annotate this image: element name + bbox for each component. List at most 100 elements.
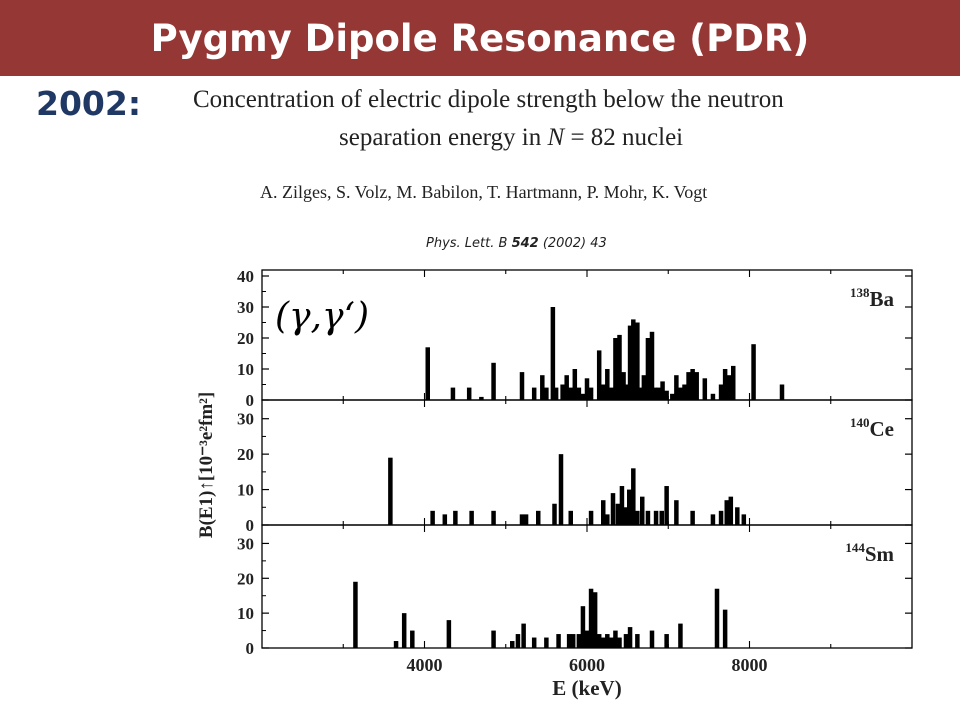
- bar-ce: [627, 489, 632, 525]
- nucleus-label-sm: 144Sm: [845, 540, 894, 566]
- y-tick-label: 10: [237, 481, 254, 500]
- nucleus-mass: 138: [850, 285, 870, 300]
- bar-ce: [724, 500, 729, 525]
- citation-volume: 542: [511, 236, 539, 251]
- y-axis-label: B(E1)↑[10⁻³e²fm²]: [196, 392, 217, 538]
- bar-sm: [566, 634, 572, 648]
- paper-title-line1: Concentration of electric dipole strengt…: [193, 86, 784, 113]
- bar-ba: [584, 378, 590, 400]
- bar-sm: [623, 634, 629, 648]
- bar-ba: [649, 331, 655, 400]
- y-tick-label: 30: [237, 410, 254, 429]
- nucleus-symbol: Sm: [865, 542, 895, 566]
- bar-sm: [544, 637, 549, 648]
- bar-ce: [610, 493, 616, 525]
- bar-sm: [627, 627, 633, 648]
- y-tick-label: 40: [237, 267, 254, 286]
- y-tick-label: 10: [237, 604, 254, 623]
- bar-ce: [741, 514, 747, 525]
- bar-sm: [649, 630, 655, 648]
- panel-frame-sm: [261, 524, 913, 649]
- bar-ce: [653, 510, 659, 525]
- bar-sm: [635, 634, 640, 648]
- bar-ba: [670, 393, 675, 400]
- bar-sm: [353, 581, 358, 648]
- bar-ce: [645, 510, 651, 525]
- bar-ba: [609, 387, 614, 400]
- bar-ce: [619, 486, 625, 525]
- bar-ba: [726, 375, 732, 400]
- bar-sm: [714, 588, 720, 648]
- y-tick-label: 20: [237, 329, 254, 348]
- bar-ba: [491, 362, 496, 400]
- nucleus-label-ce: 140Ce: [850, 415, 894, 441]
- bar-sm: [664, 634, 669, 648]
- bar-ce: [664, 486, 669, 525]
- bar-ba: [751, 344, 756, 400]
- bar-sm: [570, 634, 576, 648]
- bar-ba: [572, 369, 578, 400]
- x-tick-label: 6000: [569, 655, 605, 675]
- x-tick-label: 4000: [407, 655, 443, 675]
- bar-ce: [718, 510, 724, 525]
- bar-ce: [388, 457, 393, 525]
- bar-ce: [690, 510, 695, 525]
- bar-ba: [678, 387, 683, 400]
- citation: Phys. Lett. B 542 (2002) 43: [426, 236, 607, 251]
- citation-rest: (2002) 43: [538, 236, 607, 251]
- paper-title-line2: separation energy in N = 82 nuclei: [339, 124, 683, 152]
- bar-ce: [536, 510, 541, 525]
- bar-ba: [466, 387, 472, 400]
- bar-ba: [682, 384, 687, 400]
- nucleus-label-ba: 138Ba: [850, 285, 895, 311]
- bar-ba: [450, 387, 456, 400]
- bar-ba: [568, 387, 573, 400]
- bar-ba: [544, 387, 549, 400]
- bar-sm: [613, 630, 618, 648]
- bar-ce: [469, 510, 474, 525]
- bar-ba: [601, 384, 606, 400]
- y-tick-label: 30: [237, 534, 254, 553]
- citation-journal: Phys. Lett. B: [426, 236, 512, 251]
- bar-ba: [631, 319, 636, 400]
- paper-title-suffix: = 82 nuclei: [564, 124, 684, 151]
- bar-sm: [515, 634, 521, 648]
- bar-ba: [645, 338, 651, 400]
- bar-ce: [659, 510, 664, 525]
- bar-ce: [622, 507, 628, 525]
- bar-ce: [635, 510, 640, 525]
- bar-ce: [558, 454, 564, 525]
- bar-ba: [702, 378, 708, 400]
- bar-ce: [430, 510, 435, 525]
- bar-ba: [641, 375, 647, 400]
- bar-ce: [728, 496, 734, 525]
- bar-sm: [678, 623, 683, 648]
- bar-ba: [596, 350, 602, 400]
- bar-sm: [588, 588, 594, 648]
- bar-ba: [588, 387, 594, 400]
- bar-ba: [690, 369, 695, 400]
- bar-sm: [393, 641, 399, 648]
- bar-ba: [605, 369, 610, 400]
- bar-ce: [601, 500, 606, 525]
- title-bar: [0, 0, 960, 76]
- bar-ce: [588, 510, 594, 525]
- bar-ce: [640, 496, 645, 525]
- y-tick-label: 30: [237, 298, 254, 317]
- bar-sm: [531, 637, 537, 648]
- bar-ba: [531, 387, 537, 400]
- bar-ba: [479, 396, 484, 400]
- bar-ce: [442, 514, 448, 525]
- bar-sm: [446, 620, 452, 648]
- bar-ba: [425, 347, 430, 400]
- reaction-label: (γ,γ‘): [275, 296, 369, 337]
- bar-ce: [453, 510, 458, 525]
- bar-ba: [540, 375, 545, 400]
- nucleus-symbol: Ce: [870, 417, 895, 441]
- bar-ba: [694, 372, 699, 400]
- bar-sm: [596, 634, 602, 648]
- bar-ba: [564, 375, 569, 400]
- bar-ba: [710, 393, 716, 400]
- bar-sm: [605, 634, 610, 648]
